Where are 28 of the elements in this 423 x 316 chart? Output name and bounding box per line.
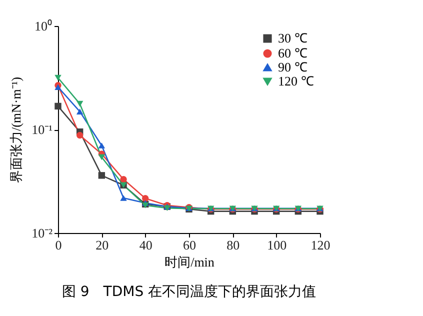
x-tick-label: 80	[226, 238, 240, 252]
point	[142, 195, 149, 202]
y-tick-label: 10⁻¹	[32, 122, 53, 137]
point	[98, 154, 106, 160]
legend-label: 90 ℃	[278, 60, 308, 74]
y-tick-label: 10⁰	[34, 18, 52, 34]
point	[76, 108, 84, 114]
point	[54, 102, 62, 110]
legend-label: 120 ℃	[278, 74, 314, 88]
x-tick-label: 40	[139, 238, 152, 252]
text: 图 9 TDMS 在不同温度下的界面张力值	[62, 284, 316, 300]
legend-label: 30 ℃	[278, 30, 308, 46]
x-tick-label: 20	[96, 238, 109, 252]
point	[120, 176, 127, 183]
x-tick-label: 100	[267, 238, 287, 252]
x-axis-title: 时间/min	[164, 254, 215, 270]
point	[76, 100, 84, 107]
point	[98, 142, 106, 148]
point	[98, 172, 106, 179]
point	[54, 74, 62, 81]
legend-label: 60 ℃	[278, 46, 308, 60]
x-tick-label: 120	[310, 238, 330, 252]
y-tick-label: 10⁻²	[32, 226, 53, 240]
y-axis-title: 界面张力/(mN·m⁻¹)	[8, 76, 24, 184]
point	[120, 195, 127, 201]
x-tick-label: 60	[183, 238, 196, 252]
point	[76, 132, 84, 139]
x-tick-label: 0	[55, 238, 62, 252]
